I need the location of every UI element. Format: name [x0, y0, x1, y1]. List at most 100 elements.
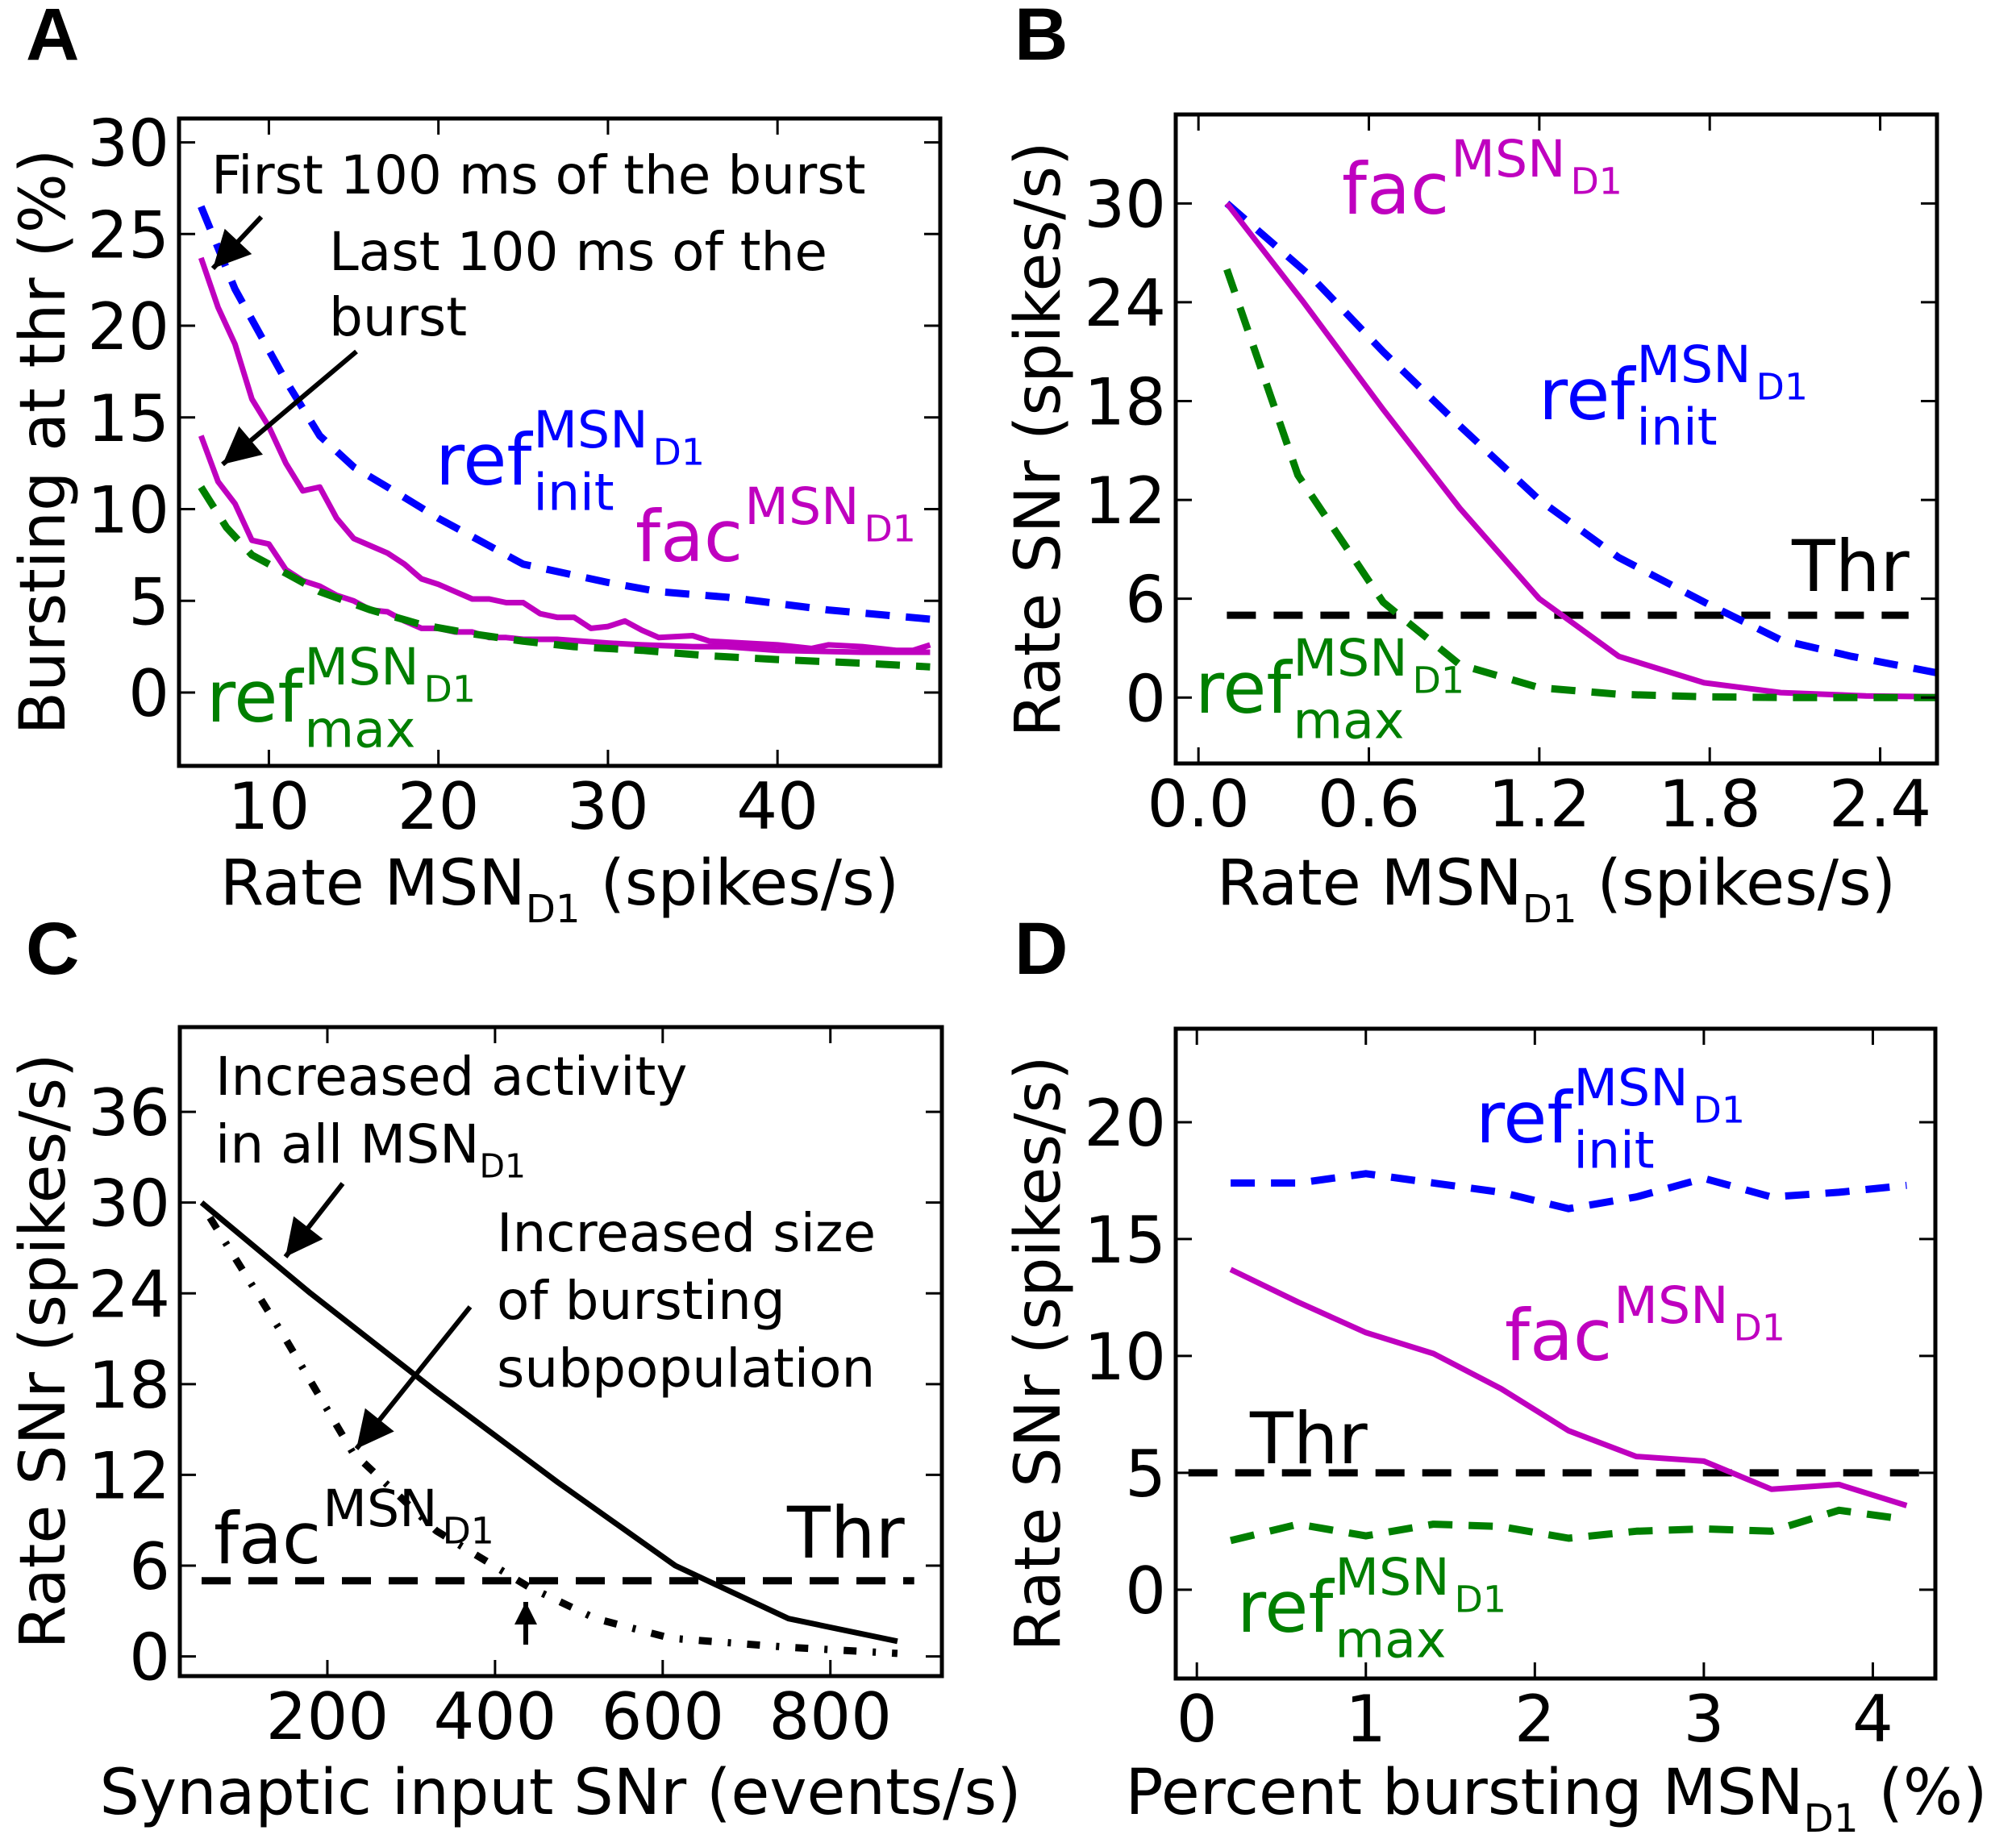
- y-tick-label: 24: [1084, 266, 1166, 341]
- x-tick-label: 1: [1345, 1682, 1386, 1757]
- series-label-superscript-subscript: D1: [653, 431, 705, 473]
- series-label-superscript: MSN: [1573, 1058, 1688, 1117]
- series-line-black-0: [199, 1200, 898, 1645]
- series-label-superscript-subscript: D1: [424, 668, 476, 710]
- x-axis-label-subscript: D1: [1522, 887, 1577, 932]
- panel-c: C 200 400 600 800 0 6 12 18 24 30 36 Synaptic input …: [7, 908, 1022, 1829]
- series-line-ref_init-0: [1231, 1170, 1907, 1213]
- x-axis-label: Percent bursting MSND1 (%): [1126, 1757, 1988, 1841]
- x-axis-label-main: Rate MSN: [220, 847, 526, 920]
- series-label-superscript-subscript: D1: [1413, 659, 1464, 701]
- x-tick-label: 0.0: [1148, 767, 1250, 842]
- arrow-last-icon: [221, 349, 358, 467]
- series-label-black: fac MSN D1: [214, 1479, 494, 1580]
- arrow-head: [213, 228, 252, 268]
- series-line-fac-2: [198, 435, 931, 655]
- y-tick-label: 6: [129, 1529, 170, 1604]
- y-tick-label: 15: [1084, 1203, 1166, 1278]
- series-line-fac-1: [1224, 202, 1937, 700]
- annotation-line: of bursting: [497, 1270, 785, 1332]
- x-axis-label-subscript: D1: [526, 887, 581, 932]
- x-tick-label: 40: [736, 769, 818, 844]
- series-label-base: ref: [1195, 647, 1293, 730]
- series-label-superscript: MSN: [1636, 335, 1751, 394]
- series-label-subscript: max: [1335, 1610, 1446, 1670]
- series-label-subscript: init: [533, 463, 614, 522]
- threshold-label: Thr: [1249, 1397, 1368, 1480]
- series-label-fac: fac MSN D1: [1505, 1275, 1785, 1377]
- annotation-line-main: Increased size: [497, 1202, 876, 1264]
- x-axis-label: Rate MSND1 (spikes/s): [220, 847, 899, 932]
- plot-area: [1188, 1170, 1924, 1545]
- series-line-ref_max-2: [1223, 268, 1937, 701]
- series-label-fac: fac MSN D1: [1342, 129, 1622, 231]
- series-label-ref_init: ref MSN D1 init: [435, 400, 705, 522]
- y-tick-label: 20: [87, 289, 169, 364]
- x-tick-label: 4: [1852, 1682, 1893, 1757]
- axes-frame: [177, 116, 943, 768]
- y-axis-label: Rate SNr (spikes/s): [1002, 142, 1075, 738]
- arrow-head: [514, 1602, 537, 1624]
- arrow-bursting-size-icon: [354, 1305, 473, 1450]
- series-label-base: fac: [1505, 1294, 1612, 1377]
- series-label-subscript: max: [304, 700, 415, 759]
- series-label-base: ref: [435, 418, 533, 501]
- arrow-activity-icon: [283, 1182, 345, 1258]
- series-label-base: ref: [1476, 1076, 1573, 1159]
- series-label-base: ref: [206, 655, 304, 738]
- panel-letter: A: [26, 0, 79, 76]
- axes-frame: [177, 1025, 944, 1679]
- x-axis-label-main: Percent bursting MSN: [1126, 1757, 1804, 1829]
- panel-letter: D: [1014, 908, 1068, 990]
- series-line-ref_max-2: [1230, 1506, 1908, 1545]
- series-label-superscript-subscript: D1: [443, 1509, 494, 1552]
- series-label-superscript-subscript: D1: [864, 507, 916, 550]
- y-tick-label: 24: [88, 1257, 170, 1332]
- series-label-superscript: MSN: [744, 476, 859, 536]
- x-axis-label-tail: (spikes/s): [1577, 847, 1896, 920]
- series-label-subscript: init: [1573, 1121, 1654, 1180]
- panel-letter: C: [26, 908, 79, 990]
- plot-area: [1223, 200, 1937, 701]
- y-axis-label: Bursting at thr (%): [7, 149, 80, 735]
- annotation-line-subscript: D1: [479, 1146, 526, 1185]
- x-tick-label: 0: [1177, 1682, 1218, 1757]
- series-line-ref_init-0: [198, 205, 931, 623]
- annotation-line: in all MSND1: [215, 1113, 526, 1185]
- annotation-line-main: in all MSN: [215, 1113, 479, 1175]
- series-label-base: fac: [1342, 148, 1449, 231]
- series-line-fac-1: [198, 256, 931, 654]
- series-label-base: fac: [635, 495, 743, 578]
- arrow-first-icon: [210, 214, 264, 271]
- panel-letter: B: [1014, 0, 1068, 76]
- y-tick-label: 36: [88, 1075, 170, 1150]
- x-tick-label: 1.2: [1488, 767, 1590, 842]
- x-tick-label: 0.6: [1318, 767, 1420, 842]
- x-tick-label: 3: [1683, 1682, 1724, 1757]
- series-label-superscript-subscript: D1: [1693, 1088, 1745, 1131]
- x-axis-label-main: Synaptic input SNr (events/s): [99, 1757, 1021, 1829]
- y-axis-label: Rate SNr (spikes/s): [7, 1054, 80, 1649]
- series-line-ref_max-3: [198, 485, 931, 671]
- arrow-head: [223, 426, 263, 464]
- y-tick-label: 5: [128, 564, 169, 639]
- x-axis-label: Synaptic input SNr (events/s): [99, 1757, 1021, 1829]
- x-tick-label: 1.8: [1659, 767, 1761, 842]
- y-tick-label: 10: [87, 473, 169, 548]
- series-label-ref_init: ref MSN D1 init: [1539, 335, 1808, 456]
- series-label-fac: fac MSN D1: [635, 476, 916, 578]
- x-axis-label-main: Rate MSN: [1217, 847, 1522, 920]
- x-axis-label-tail: (%): [1859, 1757, 1988, 1829]
- annotation-line-main: Increased activity: [215, 1046, 687, 1108]
- y-tick-label: 18: [88, 1348, 170, 1423]
- x-tick-label: 30: [567, 769, 649, 844]
- x-tick-label: 2: [1514, 1682, 1556, 1757]
- y-tick-label: 18: [1084, 365, 1166, 440]
- series-label-base: ref: [1539, 353, 1636, 436]
- y-tick-label: 0: [1125, 661, 1166, 736]
- series-label-superscript: MSN: [304, 637, 419, 697]
